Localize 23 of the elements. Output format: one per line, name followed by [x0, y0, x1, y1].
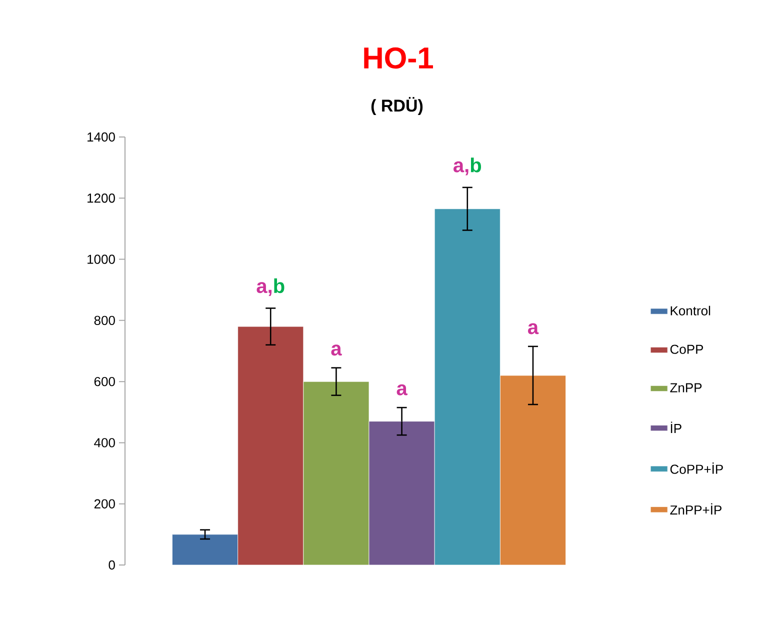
y-tick-label: 800	[94, 316, 115, 326]
y-tick-label: 0	[108, 560, 115, 570]
y-tick-label: 400	[94, 438, 115, 448]
annotation: a	[528, 323, 539, 334]
annotation: b	[274, 278, 284, 294]
legend-label: CoPP	[670, 344, 704, 354]
annotation: a	[396, 384, 408, 396]
annotation: a,	[256, 282, 272, 296]
annotation: a,	[454, 161, 468, 176]
legend-label: ZnPP+İP	[670, 503, 722, 515]
y-tick-label: 1200	[88, 194, 115, 203]
chart-title: HO-1	[364, 47, 433, 69]
legend-label: Kontrol	[670, 306, 710, 316]
y-tick-label: 200	[94, 499, 115, 508]
legend-label: İP	[670, 422, 682, 433]
legend-label: ZnPP	[670, 383, 702, 392]
legend-label: CoPP+İP	[670, 462, 723, 474]
annotation: a	[331, 344, 342, 356]
chart-subtitle: ( RDÜ)	[371, 96, 423, 116]
annotation: b	[470, 158, 482, 172]
y-tick-label: 1400	[88, 132, 115, 142]
y-tick-label: 1000	[88, 254, 115, 264]
y-tick-label: 600	[94, 376, 115, 386]
